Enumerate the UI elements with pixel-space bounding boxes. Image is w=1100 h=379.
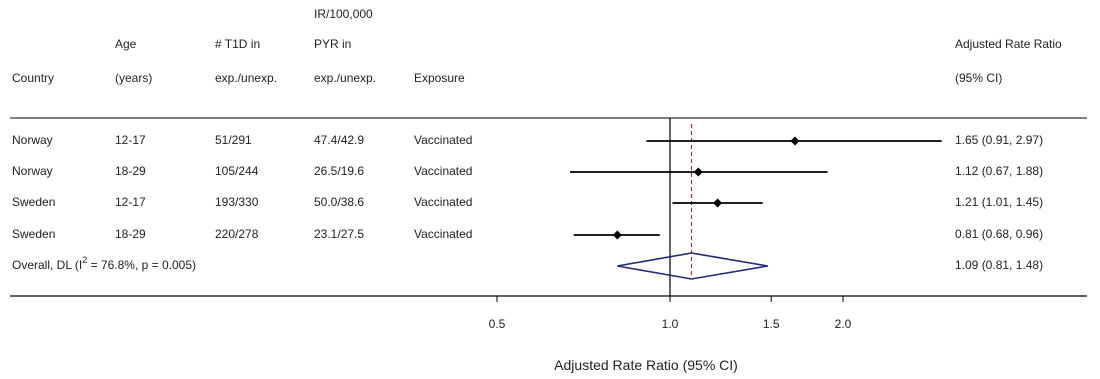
column-headers: Country Age (years) # T1D in exp./unexp.…: [12, 7, 1062, 85]
cell-exposure: Vaccinated: [414, 227, 472, 241]
header-age-line-1: Age: [115, 37, 137, 51]
x-tick-label: 0.5: [489, 317, 506, 331]
x-axis-title: Adjusted Rate Ratio (95% CI): [554, 357, 738, 373]
plot-marks: [570, 118, 942, 296]
cell-t1d: 193/330: [215, 195, 259, 209]
header-exposure: Exposure: [414, 71, 465, 85]
overall-label-suffix: = 76.8%, p = 0.005): [87, 258, 196, 272]
header-estimate-line-2: (95% CI): [955, 71, 1002, 85]
header-ir-line-3: exp./unexp.: [314, 71, 376, 85]
cell-country: Norway: [12, 164, 53, 178]
x-tick-label: 1.0: [662, 317, 679, 331]
estimate-label: 0.81 (0.68, 0.96): [955, 227, 1043, 241]
cell-exposure: Vaccinated: [414, 164, 472, 178]
header-age-line-2: (years): [115, 71, 152, 85]
cell-age: 12-17: [115, 195, 146, 209]
study-row: Norway 12-17 51/291 47.4/42.9 Vaccinated 1.65…: [12, 133, 1043, 147]
study-row: Sweden 18-29 220/278 23.1/27.5 Vaccinated 0.8…: [12, 227, 1043, 241]
header-estimate-line-1: Adjusted Rate Ratio: [955, 37, 1062, 51]
cell-ir: 47.4/42.9: [314, 133, 364, 147]
point-estimate: [693, 167, 703, 177]
estimate-label: 1.21 (1.01, 1.45): [955, 195, 1043, 209]
point-estimate: [612, 230, 622, 240]
cell-ir: 23.1/27.5: [314, 227, 364, 241]
cell-t1d: 105/244: [215, 164, 259, 178]
cell-age: 18-29: [115, 164, 146, 178]
study-row: Norway 18-29 105/244 26.5/19.6 Vaccinated 1.1…: [12, 164, 1043, 178]
cell-ir: 26.5/19.6: [314, 164, 364, 178]
estimate-label: 1.65 (0.91, 2.97): [955, 133, 1043, 147]
cell-ir: 50.0/38.6: [314, 195, 364, 209]
study-rows: Norway 12-17 51/291 47.4/42.9 Vaccinated 1.65…: [12, 133, 1043, 272]
overall-diamond: [617, 252, 768, 280]
header-t1d-line-1: # T1D in: [215, 37, 260, 51]
overall-estimate-label: 1.09 (0.81, 1.48): [955, 258, 1043, 272]
x-tick-label: 2.0: [835, 317, 852, 331]
cell-t1d: 220/278: [215, 227, 259, 241]
cell-country: Norway: [12, 133, 53, 147]
cell-age: 12-17: [115, 133, 146, 147]
overall-row: Overall, DL (I2 = 76.8%, p = 0.005) 1.09 …: [12, 255, 1043, 272]
x-axis: 0.5 1.0 1.5 2.0: [489, 296, 852, 331]
cell-exposure: Vaccinated: [414, 195, 472, 209]
study-row: Sweden 12-17 193/330 50.0/38.6 Vaccinated 1.2…: [12, 195, 1043, 209]
header-ir-line-2: PYR in: [314, 37, 351, 51]
point-estimate: [790, 136, 800, 146]
cell-age: 18-29: [115, 227, 146, 241]
overall-label-superscript: 2: [82, 255, 87, 265]
cell-t1d: 51/291: [215, 133, 252, 147]
cell-country: Sweden: [12, 195, 55, 209]
cell-exposure: Vaccinated: [414, 133, 472, 147]
overall-label-prefix: Overall, DL (I: [12, 258, 82, 272]
header-country: Country: [12, 71, 54, 85]
x-tick-label: 1.5: [763, 317, 780, 331]
point-estimate: [713, 198, 723, 208]
cell-country: Sweden: [12, 227, 55, 241]
header-ir-line-1: IR/100,000: [314, 7, 373, 21]
header-t1d-line-2: exp./unexp.: [215, 71, 277, 85]
estimate-label: 1.12 (0.67, 1.88): [955, 164, 1043, 178]
overall-label: Overall, DL (I2 = 76.8%, p = 0.005): [12, 255, 196, 272]
